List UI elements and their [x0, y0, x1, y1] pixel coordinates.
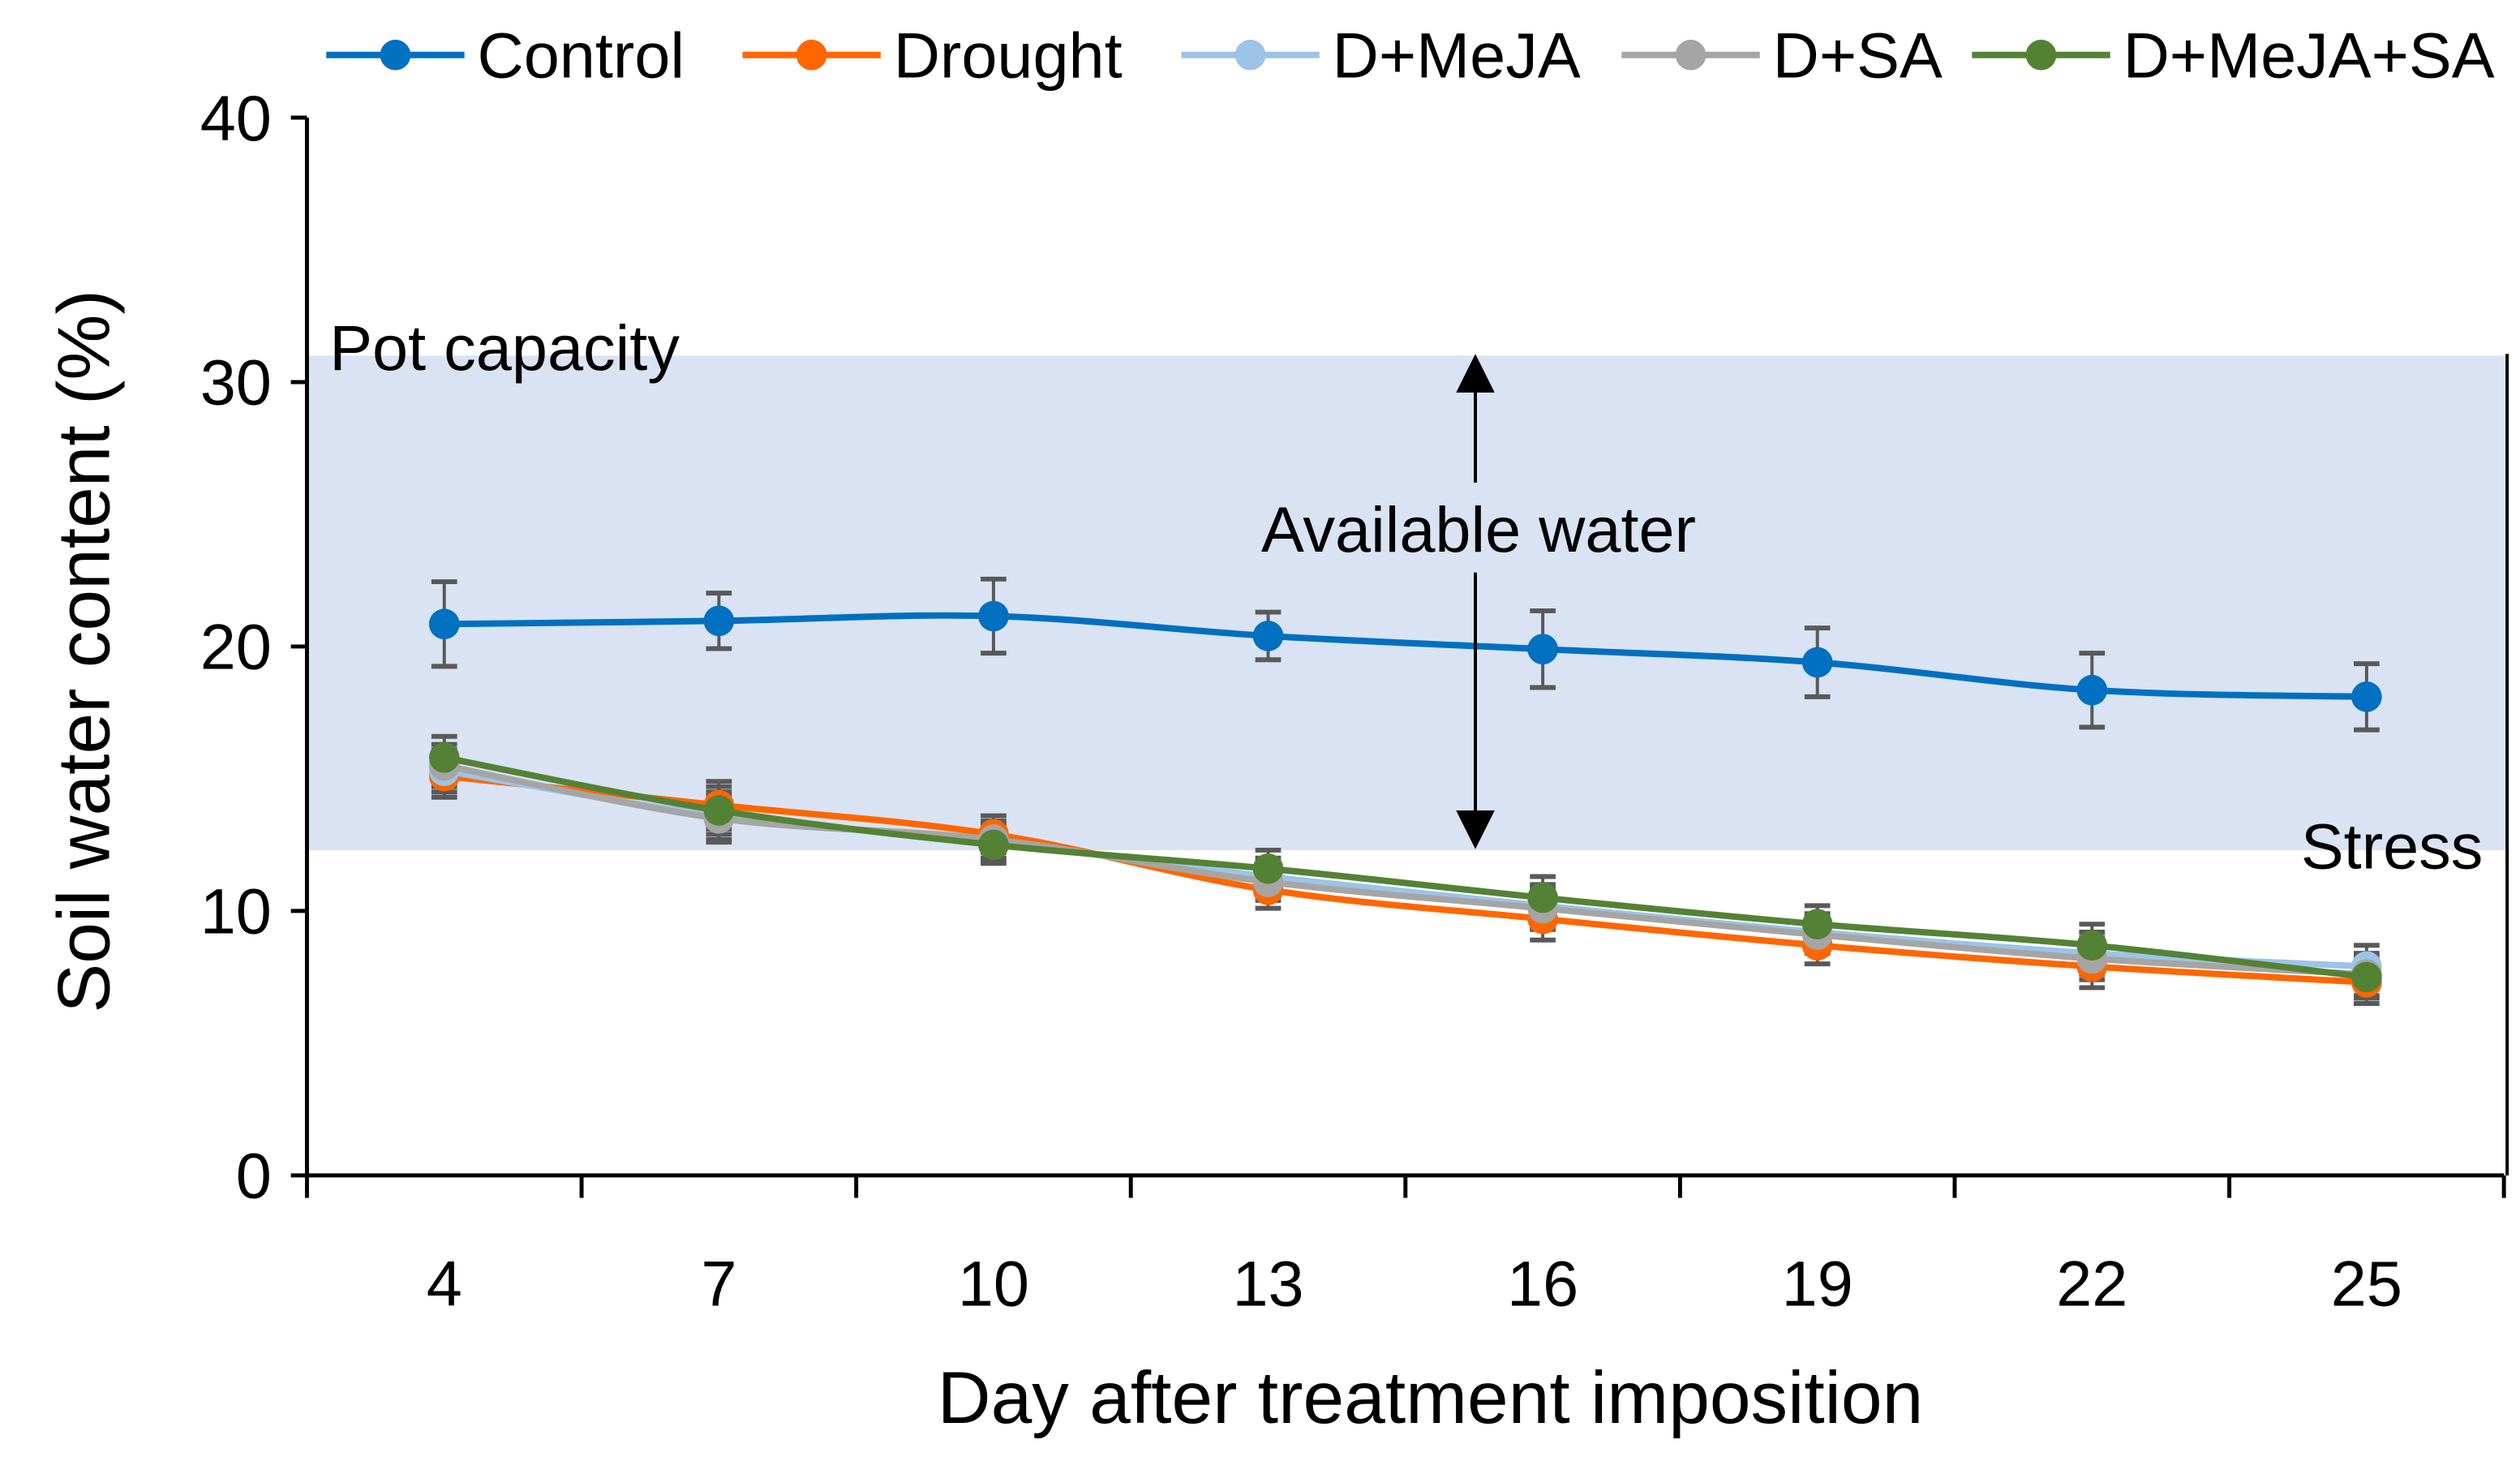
series-line-Control	[444, 612, 2367, 700]
data-point	[703, 605, 735, 637]
double-arrow-icon	[1456, 354, 1495, 849]
y-ticks: 0 10 20 30 40	[200, 82, 307, 1212]
y-tick-label: 40	[200, 82, 272, 154]
legend-label: D+SA	[1773, 19, 1943, 91]
legend-label: Control	[478, 19, 685, 91]
plot-marks	[428, 576, 2382, 1006]
y-axis-title: Soil water content (%)	[43, 290, 126, 1012]
legend-marker	[380, 39, 411, 71]
legend-marker	[1234, 39, 1266, 71]
data-point	[2351, 961, 2382, 993]
x-tick-label: 22	[2056, 1247, 2127, 1319]
available-water-band	[307, 355, 2508, 850]
y-tick-label: 10	[200, 875, 272, 948]
legend: Control Drought D+MeJA D+SA D+MeJA+SA	[326, 19, 2495, 91]
x-tick-label: 19	[1782, 1247, 1853, 1319]
data-point	[2076, 930, 2108, 961]
data-point	[1252, 853, 1284, 884]
y-tick-label: 0	[236, 1140, 272, 1212]
pot-capacity-label: Pot capacity	[329, 312, 680, 384]
data-point	[1527, 882, 1558, 913]
series-line-D+MeJA+SA	[444, 754, 2368, 981]
x-tick-label: 4	[427, 1247, 462, 1319]
data-point	[978, 829, 1009, 861]
series-line-Drought	[444, 772, 2368, 986]
legend-marker	[1675, 39, 1706, 71]
x-tick-label: 16	[1507, 1247, 1578, 1319]
x-ticks: 4 7 10 13 16 19 22 25	[304, 1175, 2506, 1319]
data-point	[1527, 634, 1558, 665]
stress-label: Stress	[2301, 810, 2484, 882]
x-tick-label: 10	[958, 1247, 1029, 1319]
data-point	[2351, 681, 2382, 712]
data-point	[1252, 621, 1284, 651]
x-tick-label: 7	[701, 1247, 736, 1319]
data-point	[428, 742, 460, 773]
x-tick-label: 13	[1232, 1247, 1303, 1319]
series-line-D+SA	[444, 762, 2368, 978]
x-axis-title: Day after treatment imposition	[938, 1356, 1924, 1439]
legend-label: Drought	[894, 19, 1123, 91]
data-point	[428, 608, 460, 640]
data-point	[1801, 909, 1833, 940]
data-point	[1801, 647, 1833, 678]
legend-label: D+MeJA+SA	[2123, 19, 2495, 91]
x-tick-label: 25	[2331, 1247, 2402, 1319]
legend-label: D+MeJA	[1333, 19, 1581, 91]
y-tick-label: 20	[200, 611, 272, 683]
data-point	[2076, 674, 2108, 706]
data-point	[703, 795, 735, 826]
legend-marker	[2025, 39, 2057, 71]
legend-marker	[796, 39, 827, 71]
available-water-label: Available water	[1261, 493, 1696, 565]
y-tick-label: 30	[200, 346, 272, 419]
data-point	[978, 600, 1009, 632]
